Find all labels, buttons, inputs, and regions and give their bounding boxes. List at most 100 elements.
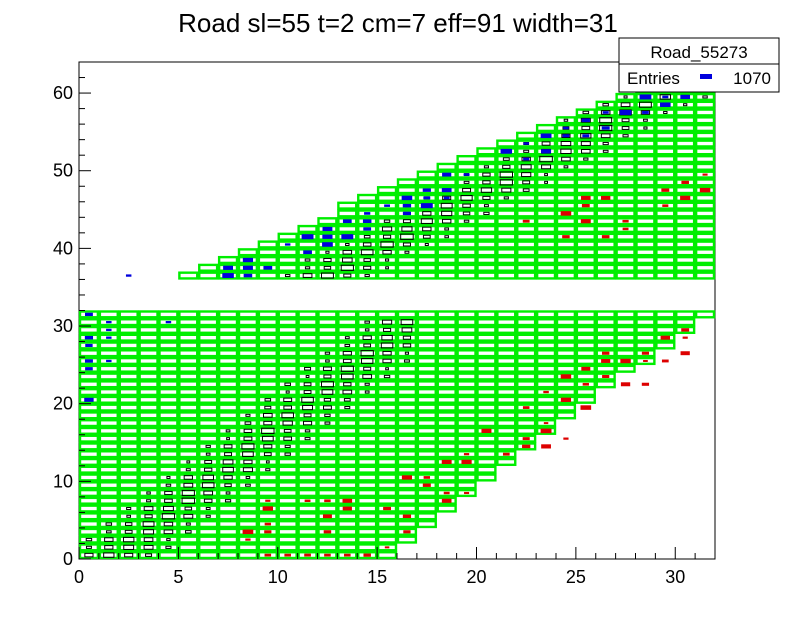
road-cell <box>257 364 278 373</box>
road-cell <box>416 193 437 202</box>
hit-bin <box>340 264 354 271</box>
blue-hit <box>165 320 172 324</box>
road-cell <box>655 318 676 327</box>
blue-hit <box>402 211 411 216</box>
road-cell <box>516 255 537 265</box>
hit-bin <box>381 226 393 232</box>
road-cell <box>317 318 338 327</box>
red-hit <box>560 397 572 402</box>
road-cell <box>575 255 596 265</box>
hit-bin <box>544 180 548 184</box>
road-cell <box>277 364 298 373</box>
blue-hit <box>106 336 112 339</box>
road-cell <box>337 349 358 358</box>
hit-bin <box>364 320 370 324</box>
road-cell <box>138 310 159 319</box>
blue-hit <box>642 111 649 114</box>
road-cell <box>436 450 457 459</box>
hit-bin <box>523 149 530 153</box>
hit-bin <box>364 274 370 278</box>
road-cell <box>555 263 577 272</box>
hit-bin <box>561 133 571 139</box>
road-cell <box>217 395 239 404</box>
road-cell <box>496 426 517 435</box>
road-cell <box>357 380 378 389</box>
road-cell <box>178 426 199 435</box>
blue-hit <box>402 203 412 208</box>
road-cell <box>98 333 119 342</box>
road-cell <box>138 419 159 428</box>
road-cell <box>78 333 100 342</box>
road-cell <box>257 372 278 381</box>
road-cell <box>476 333 497 342</box>
road-cell <box>694 116 716 125</box>
road-cell <box>655 92 676 102</box>
road-cell <box>317 387 338 397</box>
road-cell <box>496 201 517 210</box>
road-cell <box>516 380 537 389</box>
road-cell <box>277 504 298 513</box>
road-cell <box>516 139 537 148</box>
road-cell <box>496 217 517 226</box>
road-cell <box>158 356 179 366</box>
blue-hit <box>523 142 529 145</box>
road-cell <box>237 465 259 474</box>
hit-bin <box>444 235 449 239</box>
road-cell <box>158 426 179 435</box>
blue-hit <box>541 149 552 154</box>
blue-hit <box>242 265 253 270</box>
hit-bin <box>344 406 351 410</box>
hit-bin <box>362 335 372 340</box>
road-cell <box>297 450 318 459</box>
red-hit <box>522 219 530 223</box>
road-cell <box>496 240 517 249</box>
hit-bin <box>659 94 672 100</box>
hit-bin <box>146 491 151 495</box>
road-cell <box>217 434 239 443</box>
road-cell <box>337 504 358 513</box>
road-cell <box>317 310 338 319</box>
road-cell <box>237 473 259 482</box>
hit-bin <box>242 451 254 457</box>
road-cell <box>575 341 596 350</box>
road-cell <box>138 504 159 513</box>
blue-hit <box>422 188 431 192</box>
road-cell <box>237 318 259 327</box>
road-cell <box>376 263 398 272</box>
blue-hit <box>602 111 609 114</box>
road-cell <box>655 123 676 133</box>
hit-bin <box>402 242 411 247</box>
road-cell <box>456 186 477 195</box>
road-cell <box>675 240 696 249</box>
road-cell <box>198 496 219 505</box>
red-hit <box>522 437 530 441</box>
road-cell <box>78 496 100 505</box>
road-cell <box>675 108 696 117</box>
road-cell <box>575 108 596 117</box>
hit-bin <box>363 235 371 239</box>
road-cell <box>317 224 338 234</box>
road-cell <box>615 310 636 319</box>
road-cell <box>535 232 557 241</box>
road-cell <box>615 341 636 350</box>
red-hit <box>681 180 689 184</box>
road-cell <box>535 209 557 218</box>
road-cell <box>416 263 437 272</box>
road-cell <box>178 457 199 467</box>
road-cell <box>456 387 477 397</box>
road-cell <box>555 248 577 257</box>
road-cell <box>436 209 457 218</box>
road-cell <box>158 419 179 428</box>
road-cell <box>78 543 100 552</box>
road-cell <box>456 325 477 334</box>
hit-bin <box>303 420 313 426</box>
hit-bin <box>363 343 372 348</box>
road-cell <box>376 481 398 490</box>
road-cell <box>615 325 636 334</box>
red-hit <box>560 211 572 216</box>
road-cell <box>98 465 119 474</box>
road-cell <box>277 255 298 265</box>
road-cell <box>456 473 477 482</box>
road-cell <box>277 380 298 389</box>
road-cell <box>476 426 497 435</box>
